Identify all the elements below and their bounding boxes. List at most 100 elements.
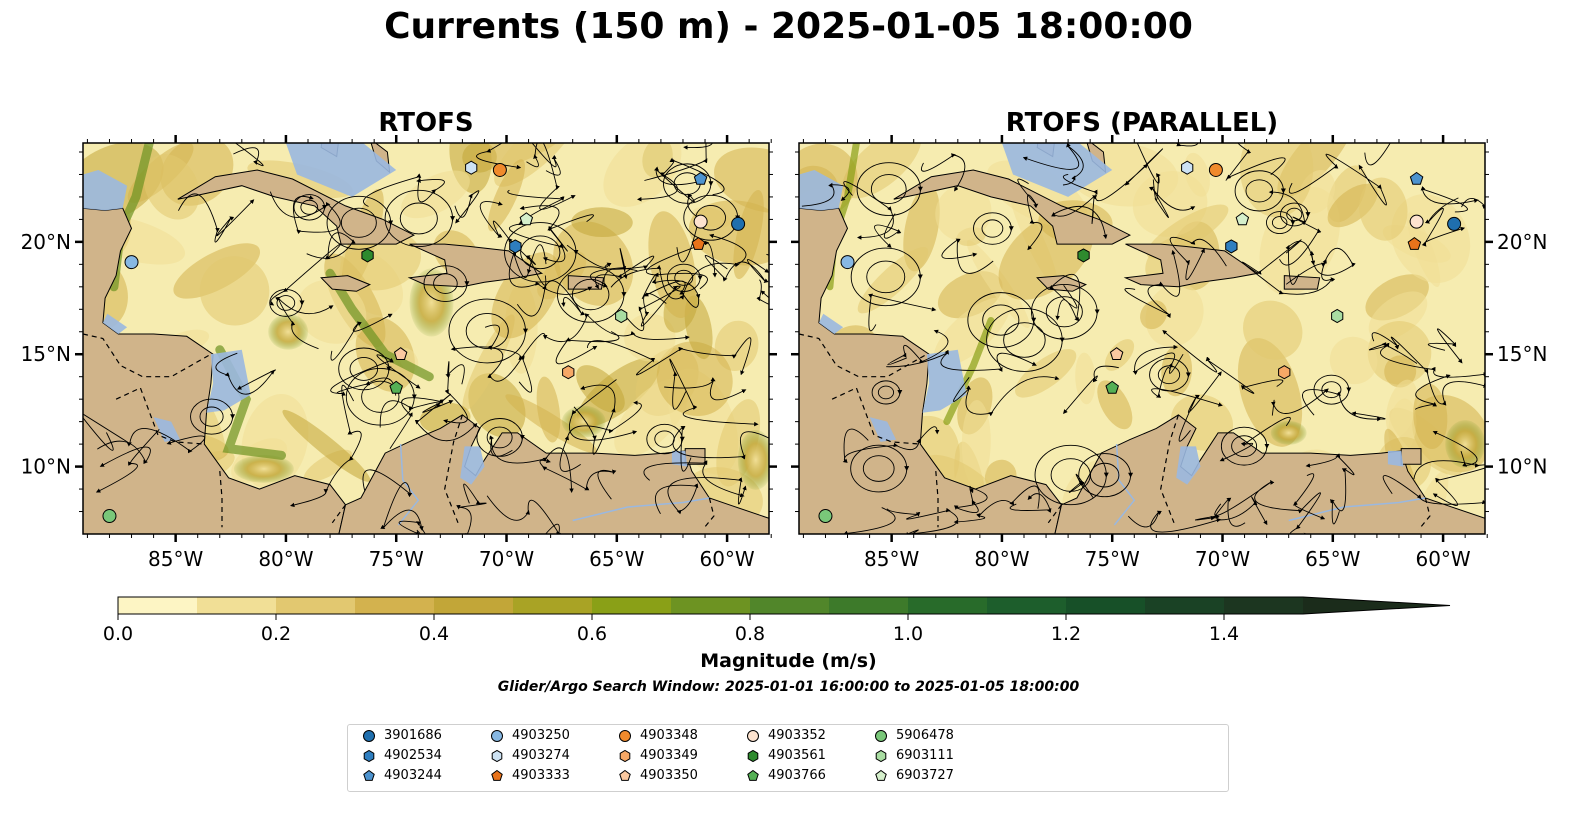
float-marker-6903111	[615, 308, 628, 324]
float-marker-4903350	[1109, 347, 1124, 360]
lat-tick-label: 20°N	[21, 230, 71, 254]
map-panel-rtofs	[83, 143, 769, 534]
colorbar-bin	[750, 597, 830, 614]
legend-marker-icon	[619, 729, 631, 742]
float-marker-5906478	[818, 509, 833, 524]
legend-marker-icon	[747, 729, 759, 742]
float-marker-4903250	[124, 255, 139, 270]
float-marker-4903766	[389, 380, 403, 394]
float-marker-4903244	[693, 171, 708, 185]
colorbar-bin	[1224, 597, 1304, 614]
legend-label: 6903727	[896, 768, 954, 783]
legend-label: 4903766	[768, 768, 826, 783]
legend-marker-icon	[619, 769, 631, 781]
legend-entry-6903727: 6903727	[874, 766, 954, 786]
legend-marker-icon	[875, 769, 887, 781]
legend-entry-4903766: 4903766	[746, 766, 826, 786]
legend-label: 4903349	[640, 748, 698, 763]
legend-entry-4903352: 4903352	[746, 726, 826, 746]
float-marker-4903274	[1181, 160, 1194, 175]
legend-marker-icon	[491, 729, 503, 742]
colorbar-bin	[118, 597, 198, 614]
legend-label: 4903244	[384, 768, 442, 783]
float-marker-4903349	[1278, 365, 1291, 380]
legend-entry-4903561: 4903561	[746, 746, 826, 766]
colorbar-tick-label: 0.2	[261, 623, 291, 645]
colorbar-label: Magnitude (m/s)	[700, 650, 877, 672]
legend-marker-icon	[747, 769, 759, 781]
float-marker-4903561	[1077, 248, 1090, 263]
colorbar-bin	[197, 597, 277, 614]
float-marker-4903348	[1208, 162, 1223, 177]
colorbar-bin	[592, 597, 672, 614]
legend-label: 4903352	[768, 728, 826, 743]
lon-tick-label: 60°W	[699, 547, 754, 571]
float-marker-4903250	[840, 255, 855, 270]
colorbar: 0.0 0.2 0.4 0.6 0.8 1.0 1.2 1.4	[103, 596, 1451, 645]
float-marker-4903348	[492, 162, 507, 177]
float-marker-4903561	[361, 248, 374, 263]
colorbar-bin	[829, 597, 909, 614]
float-marker-3901686	[1447, 216, 1462, 231]
figure-title: Currents (150 m) - 2025-01-05 18:00:00	[384, 6, 1193, 47]
colorbar-tick-label: 1.0	[893, 623, 923, 645]
legend-entry-4903244: 4903244	[362, 766, 442, 786]
legend-label: 4903274	[512, 748, 570, 763]
legend-label: 4903250	[512, 728, 570, 743]
search-window-text: Glider/Argo Search Window: 2025-01-01 16…	[497, 679, 1080, 695]
map-frames	[82, 142, 1486, 535]
colorbar-bin	[987, 597, 1067, 614]
float-marker-4902534	[1225, 239, 1238, 254]
float-marker-4903333	[1407, 236, 1422, 250]
float-marker-6903727	[519, 212, 534, 226]
legend-entry-3901686: 3901686	[362, 726, 442, 746]
colorbar-bin	[276, 597, 356, 614]
colorbar-bin	[513, 597, 593, 614]
colorbar-tick-label: 0.8	[735, 623, 765, 645]
panel-title-rtofs-parallel: RTOFS (PARALLEL)	[1005, 108, 1279, 138]
legend-marker-icon	[619, 749, 631, 762]
colorbar-tick-label: 1.2	[1051, 623, 1081, 645]
lon-tick-label: 85°W	[148, 547, 203, 571]
float-marker-4903349	[562, 365, 575, 380]
legend-entry-4903274: 4903274	[490, 746, 570, 766]
float-marker-5906478	[102, 509, 117, 524]
float-marker-4903766	[1105, 380, 1119, 394]
legend-label: 3901686	[384, 728, 442, 743]
lon-tick-label: 70°W	[479, 547, 534, 571]
map-panel-rtofs-parallel	[799, 143, 1485, 534]
colorbar-bin	[434, 597, 514, 614]
lat-tick-label: 10°N	[21, 455, 71, 479]
legend-entry-4903348: 4903348	[618, 726, 698, 746]
lon-tick-label: 80°W	[258, 547, 313, 571]
streamlines	[801, 143, 1485, 534]
lon-tick-label: 65°W	[589, 547, 644, 571]
colorbar-extend-arrow	[1303, 597, 1450, 614]
lon-tick-label: 60°W	[1415, 547, 1470, 571]
lon-tick-label: 65°W	[1305, 547, 1360, 571]
lon-tick-label: 75°W	[1085, 547, 1140, 571]
lon-tick-label: 75°W	[369, 547, 424, 571]
float-marker-4903274	[465, 160, 478, 175]
legend-marker-icon	[747, 749, 759, 762]
lon-tick-label: 70°W	[1195, 547, 1250, 571]
colorbar-bin	[1066, 597, 1146, 614]
legend-label: 6903111	[896, 748, 954, 763]
lon-tick-label: 80°W	[974, 547, 1029, 571]
legend-entry-4903250: 4903250	[490, 726, 570, 746]
legend-entry-4903350: 4903350	[618, 766, 698, 786]
float-marker-4903244	[1409, 171, 1424, 185]
float-marker-4903333	[691, 236, 706, 250]
map-axes: 85°W 80°W 75°W 70°W 65°W 60°W 20°N 15°N 10°N 85°W…	[21, 135, 1547, 571]
colorbar-tick-label: 0.4	[419, 623, 449, 645]
colorbar-tick-label: 0.0	[103, 623, 133, 645]
colorbar-tick-label: 0.6	[577, 623, 607, 645]
lat-tick-label: 15°N	[21, 342, 71, 366]
legend-marker-icon	[363, 749, 375, 762]
lat-tick-label: 10°N	[1497, 455, 1547, 479]
float-marker-4903352	[693, 214, 708, 229]
legend-entry-5906478: 5906478	[874, 726, 954, 746]
legend-marker-icon	[875, 749, 887, 762]
float-marker-4903352	[1409, 214, 1424, 229]
